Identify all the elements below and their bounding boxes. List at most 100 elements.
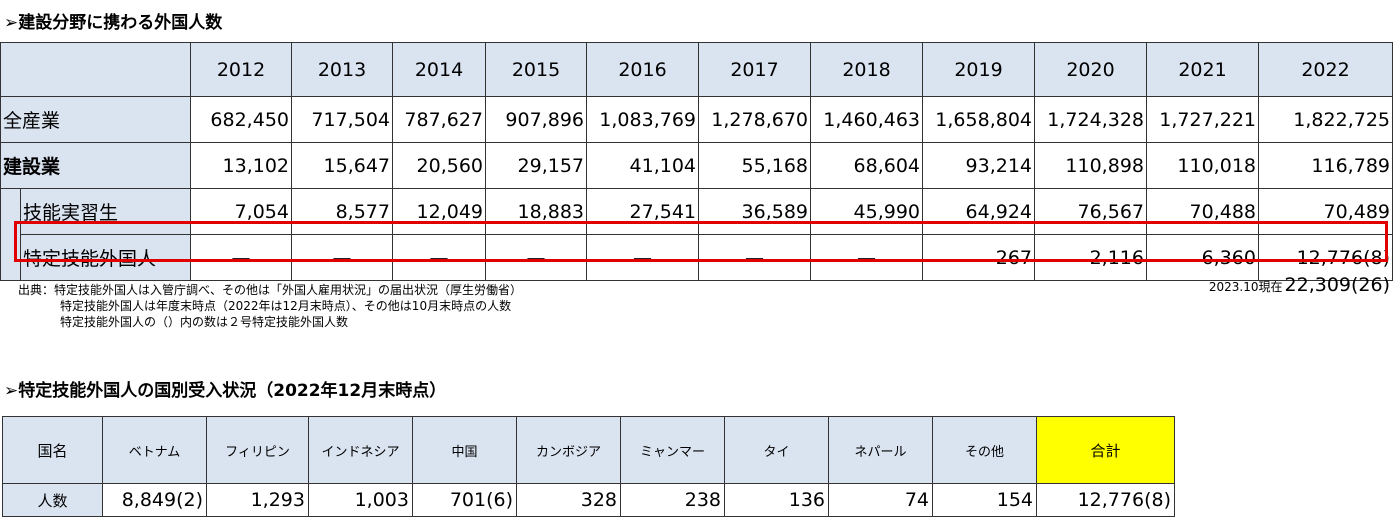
table-cell: 68,604 [810, 142, 923, 189]
section2-heading: ➢特定技能外国人の国別受入状況（2022年12月末時点） [4, 381, 447, 401]
table-cell: 64,924 [922, 188, 1035, 235]
table-cell: 36,589 [698, 188, 811, 235]
table-cell: 116,789 [1258, 142, 1393, 189]
year-header-row: 2012 2013 2014 2015 2016 2017 2018 2019 … [0, 42, 1393, 97]
table-cell: 110,018 [1146, 142, 1259, 189]
year-header: 2018 [810, 42, 923, 97]
table-cell: — [392, 234, 486, 281]
table-cell: 1,083,769 [586, 96, 699, 143]
country-header: インドネシア [308, 416, 413, 484]
year-header: 2021 [1146, 42, 1259, 97]
table-cell: 136 [724, 483, 829, 517]
table-cell: 328 [516, 483, 621, 517]
count-row: 人数 8,849(2) 1,293 1,003 701(6) 328 238 1… [2, 483, 1175, 517]
country-breakdown-table: 国名 ベトナム フィリピン インドネシア 中国 カンボジア ミャンマー タイ ネ… [2, 416, 1175, 517]
table-cell: 41,104 [586, 142, 699, 189]
source-note: 出典：特定技能外国人は入管庁調べ、その他は「外国人雇用状況」の届出状況（厚生労働… [18, 283, 523, 297]
table-cell: 70,489 [1258, 188, 1393, 235]
year-header: 2019 [922, 42, 1035, 97]
table-cell: 6,360 [1146, 234, 1259, 281]
as-of-summary: 2023.10現在 22,309(26) [1209, 274, 1390, 296]
country-header-row: 国名 ベトナム フィリピン インドネシア 中国 カンボジア ミャンマー タイ ネ… [2, 416, 1175, 484]
table-cell: 787,627 [392, 96, 486, 143]
table-cell: 701(6) [412, 483, 517, 517]
country-header: タイ [724, 416, 829, 484]
table-cell: — [190, 234, 292, 281]
year-header: 2022 [1258, 42, 1393, 97]
country-header: ミャンマー [620, 416, 725, 484]
table-cell: — [586, 234, 699, 281]
row-label: 建設業 [0, 142, 191, 189]
country-header: フィリピン [206, 416, 309, 484]
country-header: ネパール [828, 416, 933, 484]
country-header: 中国 [412, 416, 517, 484]
table-cell: — [810, 234, 923, 281]
table-cell: 238 [620, 483, 725, 517]
section1-heading: ➢建設分野に携わる外国人数 [4, 13, 223, 33]
table-cell: 1,727,221 [1146, 96, 1259, 143]
table-cell: 55,168 [698, 142, 811, 189]
year-header: 2013 [291, 42, 393, 97]
table-cell: 267 [922, 234, 1035, 281]
table-cell: — [485, 234, 587, 281]
table-cell: 1,278,670 [698, 96, 811, 143]
country-header-label: 国名 [2, 416, 103, 484]
table-cell: 110,898 [1034, 142, 1147, 189]
table-cell: 12,776(8) [1258, 234, 1393, 281]
table-cell: 8,577 [291, 188, 393, 235]
table-cell: — [698, 234, 811, 281]
table-row-specified-skilled: 特定技能外国人 — — — — — — — 267 2,116 6,360 12… [0, 234, 1393, 281]
table-cell: 74 [828, 483, 933, 517]
table-row-construction: 建設業 13,102 15,647 20,560 29,157 41,104 5… [0, 142, 1393, 189]
table-cell: 2,116 [1034, 234, 1147, 281]
table-cell: 12,049 [392, 188, 486, 235]
total-cell: 12,776(8) [1036, 483, 1175, 517]
as-of-value: 22,309(26) [1284, 274, 1390, 296]
country-header: ベトナム [102, 416, 207, 484]
year-header: 2016 [586, 42, 699, 97]
table-row-all-industries: 全産業 682,450 717,504 787,627 907,896 1,08… [0, 96, 1393, 143]
country-header: その他 [932, 416, 1037, 484]
table-cell: 15,647 [291, 142, 393, 189]
country-header: カンボジア [516, 416, 621, 484]
table-cell: 8,849(2) [102, 483, 207, 517]
table-cell: 1,460,463 [810, 96, 923, 143]
table-cell: 18,883 [485, 188, 587, 235]
table-row-technical-intern: 技能実習生 7,054 8,577 12,049 18,883 27,541 3… [0, 188, 1393, 235]
table-cell: 70,488 [1146, 188, 1259, 235]
year-header: 2014 [392, 42, 486, 97]
footnote: 特定技能外国人は年度末時点（2022年は12月末時点）、その他は10月末時点の人… [60, 299, 512, 313]
indent-cell [0, 234, 21, 281]
row-label: 全産業 [0, 96, 191, 143]
table-cell: 717,504 [291, 96, 393, 143]
table-cell: 27,541 [586, 188, 699, 235]
year-header: 2015 [485, 42, 587, 97]
table-cell: 93,214 [922, 142, 1035, 189]
row-label: 技能実習生 [20, 188, 191, 235]
table-cell: 76,567 [1034, 188, 1147, 235]
as-of-label: 2023.10現在 [1208, 280, 1283, 294]
table-cell: 907,896 [485, 96, 587, 143]
footnote: 特定技能外国人の（）内の数は２号特定技能外国人数 [60, 315, 349, 329]
table-cell: 45,990 [810, 188, 923, 235]
table-cell: 1,724,328 [1034, 96, 1147, 143]
row-label: 特定技能外国人 [20, 234, 191, 281]
total-header: 合計 [1036, 416, 1175, 484]
table-cell: 13,102 [190, 142, 292, 189]
year-header: 2012 [190, 42, 292, 97]
indent-cell [0, 188, 21, 235]
table-cell: 154 [932, 483, 1037, 517]
table-cell: 1,293 [206, 483, 309, 517]
table-cell: 29,157 [485, 142, 587, 189]
corner-cell [0, 42, 191, 97]
table-cell: 20,560 [392, 142, 486, 189]
foreign-workers-table: 2012 2013 2014 2015 2016 2017 2018 2019 … [0, 42, 1393, 281]
table-cell: 682,450 [190, 96, 292, 143]
year-header: 2020 [1034, 42, 1147, 97]
table-cell: 1,658,804 [922, 96, 1035, 143]
year-header: 2017 [698, 42, 811, 97]
row-label: 人数 [2, 483, 103, 517]
table-cell: — [291, 234, 393, 281]
table-cell: 1,003 [308, 483, 413, 517]
table-cell: 1,822,725 [1258, 96, 1393, 143]
